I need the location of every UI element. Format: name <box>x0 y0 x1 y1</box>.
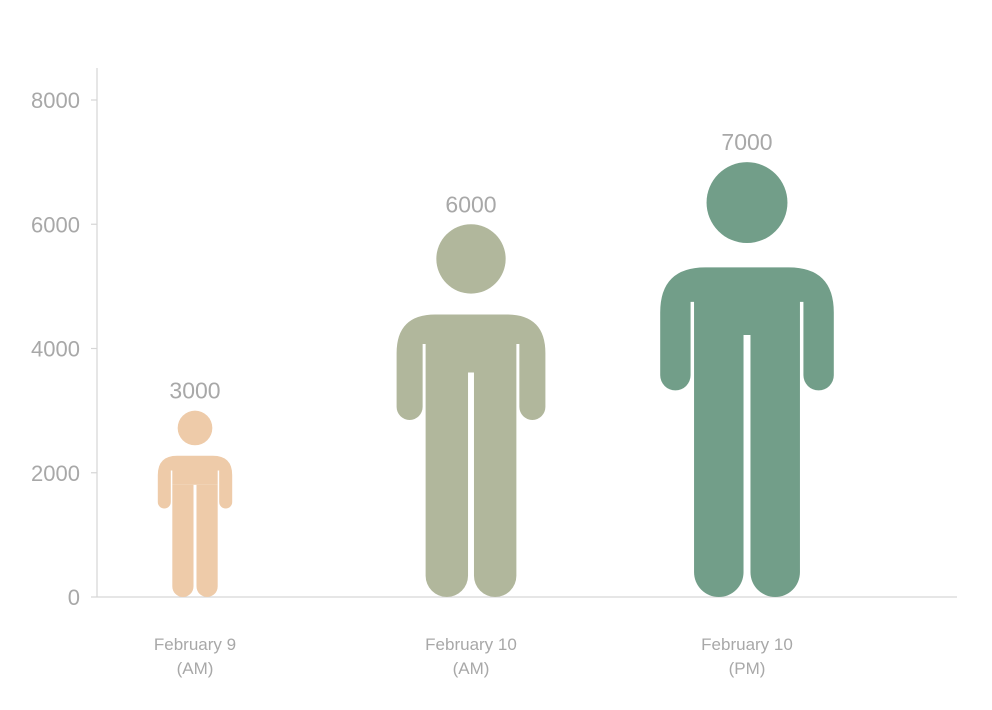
person-body <box>396 314 546 420</box>
y-axis-ticks: 0 2000 4000 6000 8000 <box>31 88 97 610</box>
person-left-leg <box>694 335 744 597</box>
x-tick-label: February 10 <box>701 635 793 654</box>
value-label: 3000 <box>169 378 220 404</box>
x-axis-labels: February 9 (AM) February 10 (AM) February 10… <box>154 635 793 678</box>
y-tick-label: 8000 <box>31 88 80 113</box>
person-left-leg <box>172 484 194 597</box>
x-tick-label: February 9 <box>154 635 236 654</box>
person-head <box>177 410 213 446</box>
person-left-leg <box>425 372 469 597</box>
y-tick-label: 4000 <box>31 337 80 362</box>
value-label: 7000 <box>721 129 772 155</box>
person-body <box>660 267 834 391</box>
person-body <box>157 455 233 509</box>
x-tick-label: (AM) <box>453 659 490 678</box>
person-right-leg <box>196 484 218 597</box>
person-head <box>436 224 506 294</box>
y-tick-label: 0 <box>68 585 80 610</box>
x-tick-label: (AM) <box>177 659 214 678</box>
person-marks <box>157 162 834 598</box>
x-tick-label: (PM) <box>729 659 766 678</box>
value-label: 6000 <box>445 191 496 217</box>
person-right-leg <box>473 372 517 597</box>
person-figure <box>396 224 546 597</box>
person-head <box>706 162 788 244</box>
y-tick-label: 6000 <box>31 212 80 237</box>
person-right-leg <box>750 335 800 598</box>
person-figure <box>660 162 834 598</box>
y-tick-label: 2000 <box>31 461 80 486</box>
x-tick-label: February 10 <box>425 635 517 654</box>
person-figure <box>157 410 233 597</box>
value-labels: 3000 6000 7000 <box>169 129 772 404</box>
